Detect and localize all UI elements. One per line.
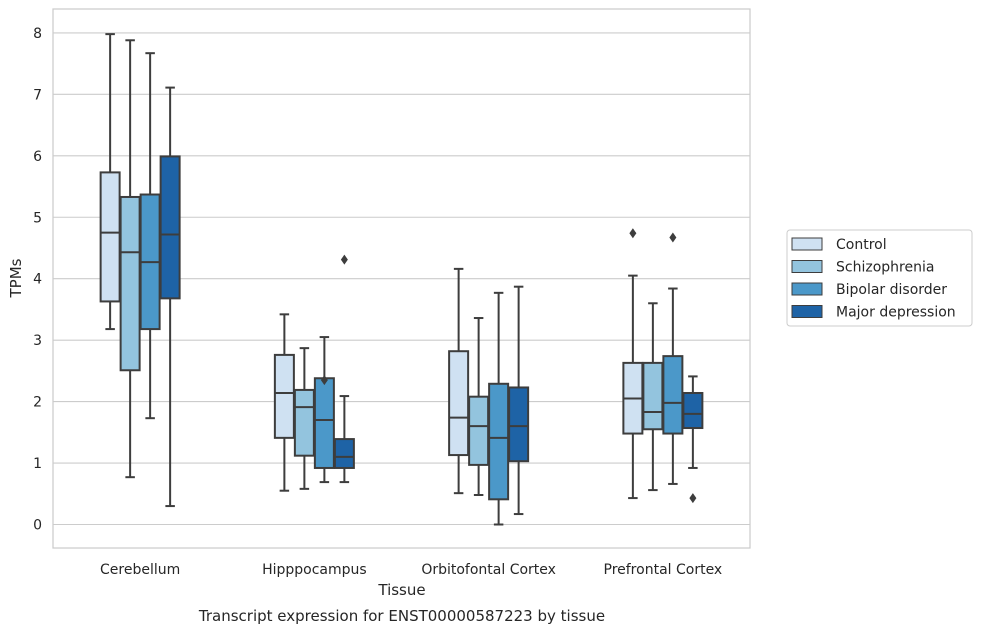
iqr-box <box>293 388 315 457</box>
box-2-0 <box>139 52 161 420</box>
y-tick-label: 3 <box>33 333 42 349</box>
iqr-box <box>333 438 355 469</box>
y-axis-title: TPMs <box>7 258 25 298</box>
legend-label: Bipolar disorder <box>836 282 947 298</box>
iqr-box <box>313 377 335 469</box>
box-1-0 <box>119 39 141 479</box>
box-groups <box>99 33 704 526</box>
y-tick-label: 8 <box>33 26 42 42</box>
legend-swatch <box>791 237 823 251</box>
outlier-point <box>320 375 328 386</box>
iqr-box <box>468 395 490 466</box>
box-2-3 <box>662 232 684 485</box>
x-tick-label: Hipppocampus <box>262 562 367 578</box>
outlier-point <box>689 493 697 504</box>
legend-label: Schizophrenia <box>836 260 934 276</box>
box-0-3 <box>622 228 644 500</box>
box-3-3 <box>682 375 704 504</box>
legend-swatch <box>791 305 823 318</box>
box-0-2 <box>448 267 470 495</box>
box-3-2 <box>508 285 530 516</box>
legend-label: Major depression <box>836 305 956 321</box>
y-tick-label: 4 <box>33 272 42 288</box>
y-tick-labels: 0 1 2 3 4 5 6 7 8 <box>33 26 42 534</box>
outlier-point <box>340 254 348 265</box>
box-2-1 <box>313 336 335 484</box>
box-1-3 <box>642 302 664 492</box>
y-tick-label: 5 <box>33 210 42 226</box>
iqr-box <box>273 353 295 439</box>
box-3-1 <box>333 254 355 484</box>
outlier-point <box>669 232 677 243</box>
y-tick-label: 0 <box>33 518 42 534</box>
iqr-box <box>642 361 664 431</box>
iqr-box <box>99 171 121 303</box>
iqr-box <box>662 355 684 435</box>
legend-label: Control <box>836 237 887 253</box>
legend-frame <box>786 229 973 327</box>
iqr-box <box>488 382 510 501</box>
y-tick-label: 2 <box>33 395 42 411</box>
box-3-0 <box>159 86 181 508</box>
iqr-box <box>159 155 181 300</box>
y-tick-label: 1 <box>33 456 42 472</box>
box-1-1 <box>293 347 315 490</box>
legend: Control Schizophrenia Bipolar disorder Majo… <box>786 229 973 327</box>
iqr-box <box>119 195 141 372</box>
y-tick-label: 7 <box>33 87 42 103</box>
box-0-0 <box>99 33 121 331</box>
x-tick-label: Cerebellum <box>100 562 180 578</box>
x-tick-label: Prefrontal Cortex <box>604 562 723 578</box>
iqr-box <box>682 391 704 430</box>
box-2-2 <box>488 291 510 526</box>
iqr-box <box>508 386 530 463</box>
box-1-2 <box>468 317 490 497</box>
legend-swatch <box>791 282 823 296</box>
outlier-point <box>629 228 637 239</box>
x-tick-labels: Cerebellum Hipppocampus Orbitofontal Corte… <box>100 562 722 578</box>
chart-caption: Transcript expression for ENST0000058722… <box>198 607 605 625</box>
legend-swatch <box>791 260 823 273</box>
iqr-box <box>448 350 470 457</box>
y-tick-label: 6 <box>33 149 42 165</box>
x-tick-label: Orbitofontal Cortex <box>421 562 556 578</box>
plot-frame <box>52 8 751 549</box>
box-0-1 <box>273 313 295 492</box>
x-axis-title: Tissue <box>377 581 425 599</box>
